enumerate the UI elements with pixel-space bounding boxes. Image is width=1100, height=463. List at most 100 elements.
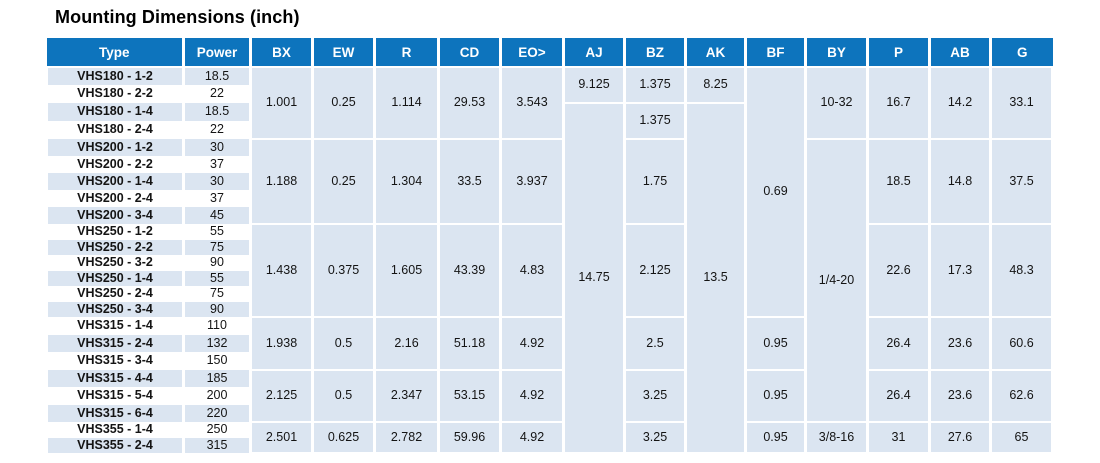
p-cell: 18.5 (866, 138, 931, 225)
table-row: VHS250 - 3-4 90 (45, 301, 1053, 317)
power-cell: 30 (182, 139, 252, 156)
table-row: VHS250 - 3-2 90 (45, 255, 1053, 271)
power-cell: 75 (182, 239, 252, 255)
cd-cell: 59.96 (437, 421, 502, 454)
column-header-g: G (989, 38, 1053, 68)
bz-cell: 2.5 (623, 316, 687, 371)
bx-cell: 1.188 (249, 138, 314, 225)
type-cell: VHS315 - 2-4 (45, 334, 185, 352)
column-header-by: BY (804, 38, 869, 68)
table-row: VHS315 - 5-4 200 (45, 387, 1053, 405)
bx-cell: 1.938 (249, 316, 314, 371)
eo-cell: 4.83 (499, 223, 565, 318)
column-header-p: P (866, 38, 931, 68)
table-row: VHS200 - 2-4 37 (45, 190, 1053, 207)
column-header-r: R (373, 38, 440, 68)
type-cell: VHS315 - 1-4 (45, 317, 185, 335)
table-row: VHS315 - 6-4 220 (45, 404, 1053, 422)
power-cell: 90 (182, 255, 252, 271)
power-cell: 132 (182, 334, 252, 352)
table-row: VHS315 - 3-4 150 (45, 352, 1053, 370)
type-cell: VHS355 - 2-4 (45, 437, 185, 453)
header-row: Type Power BX EW R CD EO> AJ BZ AK BF BY… (46, 38, 1053, 68)
power-cell: 250 (182, 422, 252, 438)
column-header-bz: BZ (623, 38, 687, 68)
table-row: VHS355 - 1-4 250 2.501 0.625 2.782 59.96… (45, 421, 1054, 454)
by-cell: 10-32 (804, 66, 869, 140)
eo-cell: 4.92 (499, 421, 565, 454)
table-row: VHS250 - 1-4 55 (45, 270, 1053, 286)
type-cell: VHS200 - 3-4 (45, 207, 185, 224)
aj-cell: 14.75 (562, 102, 626, 454)
ew-cell: 0.5 (311, 316, 376, 371)
bz-cell: 2.125 (623, 223, 687, 318)
g-cell: 37.5 (989, 138, 1054, 225)
type-cell: VHS250 - 1-2 (45, 224, 185, 240)
column-header-bx: BX (249, 38, 314, 68)
ew-cell: 0.25 (311, 138, 376, 225)
r-cell: 1.304 (373, 138, 440, 225)
power-cell: 18.5 (182, 67, 252, 85)
type-cell: VHS250 - 3-4 (45, 301, 185, 317)
p-cell: 16.7 (866, 66, 931, 140)
cd-cell: 29.53 (437, 66, 502, 140)
aj-cell: 9.125 (562, 66, 626, 104)
power-cell: 150 (182, 352, 252, 370)
column-header-type: Type (46, 38, 185, 68)
cd-cell: 53.15 (437, 368, 502, 423)
mounting-dimensions-table: Type Power BX EW R CD EO> AJ BZ AK BF BY… (45, 38, 1054, 454)
g-cell: 48.3 (989, 223, 1054, 318)
bf-cell: 0.95 (744, 368, 807, 423)
g-cell: 33.1 (989, 66, 1054, 140)
r-cell: 1.605 (373, 223, 440, 318)
ew-cell: 0.5 (311, 368, 376, 423)
column-header-aj: AJ (562, 38, 626, 68)
ew-cell: 0.25 (311, 66, 376, 140)
type-cell: VHS315 - 5-4 (45, 387, 185, 405)
eo-cell: 4.92 (499, 316, 565, 371)
column-header-ew: EW (311, 38, 376, 68)
type-cell: VHS250 - 2-4 (45, 286, 185, 302)
r-cell: 1.114 (373, 66, 440, 140)
power-cell: 200 (182, 387, 252, 405)
table-row: VHS200 - 3-4 45 (45, 207, 1053, 224)
type-cell: VHS315 - 6-4 (45, 404, 185, 422)
power-cell: 37 (182, 190, 252, 207)
table-row: VHS250 - 2-2 75 (45, 239, 1053, 255)
table-row: VHS250 - 1-2 55 1.438 0.375 1.605 43.39 … (45, 223, 1054, 318)
ak-cell: 13.5 (684, 102, 747, 454)
ab-cell: 23.6 (928, 316, 992, 371)
table-row: VHS355 - 2-4 315 (45, 437, 1053, 453)
type-cell: VHS180 - 2-4 (45, 121, 185, 139)
ew-cell: 0.625 (311, 421, 376, 454)
power-cell: 55 (182, 270, 252, 286)
type-cell: VHS180 - 2-2 (45, 85, 185, 103)
p-cell: 22.6 (866, 223, 931, 318)
type-cell: VHS315 - 4-4 (45, 369, 185, 387)
r-cell: 2.16 (373, 316, 440, 371)
bx-cell: 1.001 (249, 66, 314, 140)
type-cell: VHS180 - 1-2 (45, 67, 185, 85)
table-row: VHS315 - 4-4 185 2.125 0.5 2.347 53.15 4… (45, 368, 1054, 423)
ab-cell: 17.3 (928, 223, 992, 318)
p-cell: 31 (866, 421, 931, 454)
bf-cell: 0.95 (744, 421, 807, 454)
ab-cell: 14.8 (928, 138, 992, 225)
power-cell: 30 (182, 173, 252, 190)
p-cell: 26.4 (866, 368, 931, 423)
ab-cell: 23.6 (928, 368, 992, 423)
g-cell: 65 (989, 421, 1054, 454)
eo-cell: 3.543 (499, 66, 565, 140)
power-cell: 185 (182, 369, 252, 387)
table-row: VHS250 - 2-4 75 (45, 286, 1053, 302)
by-cell: 3/8-16 (804, 421, 869, 454)
type-cell: VHS200 - 2-2 (45, 156, 185, 173)
eo-cell: 4.92 (499, 368, 565, 423)
type-cell: VHS200 - 1-4 (45, 173, 185, 190)
table-row: VHS180 - 1-2 18.5 1.001 0.25 1.114 29.53… (45, 66, 1054, 318)
ab-cell: 27.6 (928, 421, 992, 454)
bf-cell: 0.69 (744, 66, 807, 318)
cd-cell: 43.39 (437, 223, 502, 318)
eo-cell: 3.937 (499, 138, 565, 225)
